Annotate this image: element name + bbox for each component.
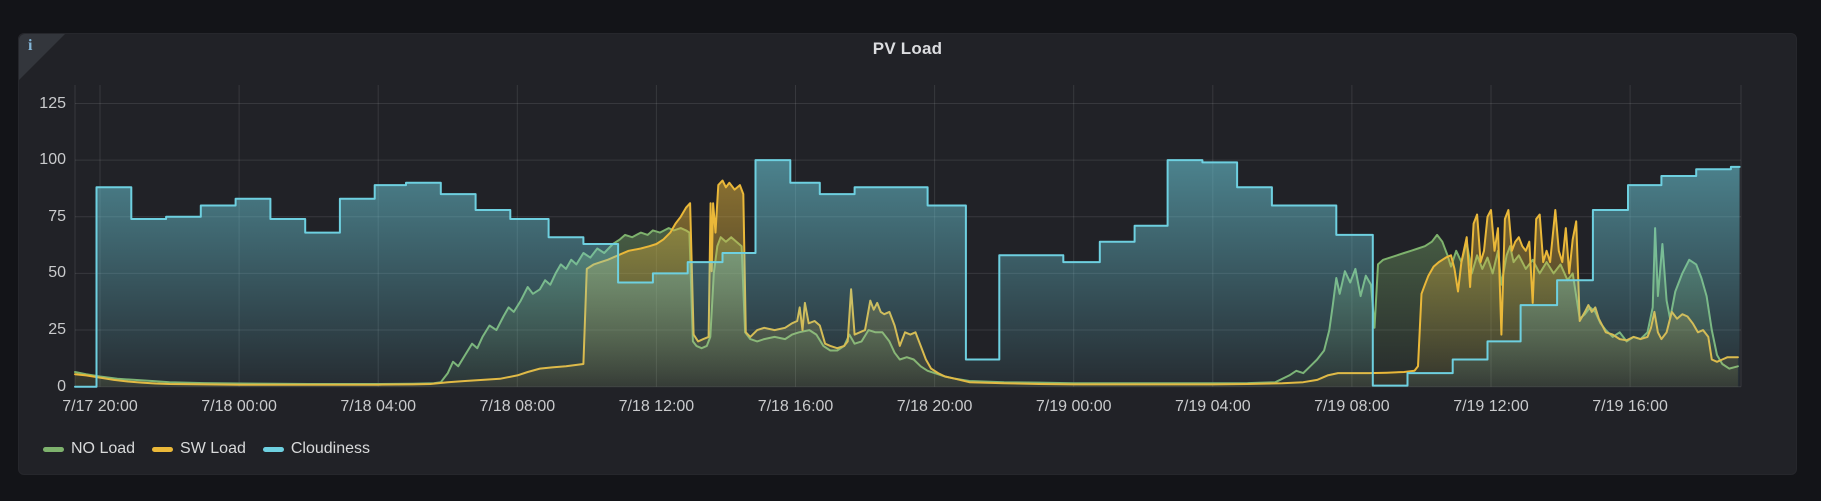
y-tick-label: 75 <box>48 207 66 225</box>
series-line-cloudiness <box>74 159 1741 388</box>
legend-label: NO Load <box>71 440 136 457</box>
series-fill-cloudiness <box>75 160 1740 387</box>
x-tick-label: 7/19 16:00 <box>1592 398 1668 415</box>
x-tick-label: 7/18 04:00 <box>340 398 416 415</box>
panel-info-corner[interactable] <box>19 34 65 80</box>
y-tick-label: 125 <box>39 94 66 112</box>
panel-title: PV Load <box>872 39 943 58</box>
legend-item-no-load[interactable]: NO Load <box>43 440 135 458</box>
y-tick-label: 100 <box>39 151 66 169</box>
y-tick-label: 25 <box>48 321 66 339</box>
x-tick-label: 7/18 08:00 <box>479 398 556 415</box>
x-tick-label: 7/19 08:00 <box>1314 398 1390 415</box>
x-tick-label: 7/18 16:00 <box>757 398 834 415</box>
x-tick-label: 7/19 12:00 <box>1453 398 1529 415</box>
legend-item-sw-load[interactable]: SW Load <box>152 440 246 458</box>
legend-swatch-icon <box>262 446 284 452</box>
x-tick-label: 7/19 04:00 <box>1174 398 1251 415</box>
info-icon[interactable]: i <box>28 37 33 54</box>
x-tick-label: 7/17 20:00 <box>62 398 138 415</box>
x-tick-label: 7/18 12:00 <box>618 398 695 415</box>
y-tick-label: 50 <box>48 264 66 282</box>
legend: NO Load SW Load Cloudiness <box>43 440 370 458</box>
legend-label: SW Load <box>180 440 246 457</box>
x-tick-label: 7/18 00:00 <box>201 398 277 415</box>
y-tick-label: 0 <box>57 377 66 395</box>
x-tick-label: 7/19 00:00 <box>1035 398 1112 415</box>
legend-item-cloudiness[interactable]: Cloudiness <box>262 440 371 458</box>
legend-label: Cloudiness <box>290 440 371 457</box>
x-tick-label: 7/18 20:00 <box>896 398 973 415</box>
legend-swatch-icon <box>43 446 64 452</box>
legend-swatch-icon <box>152 446 174 452</box>
